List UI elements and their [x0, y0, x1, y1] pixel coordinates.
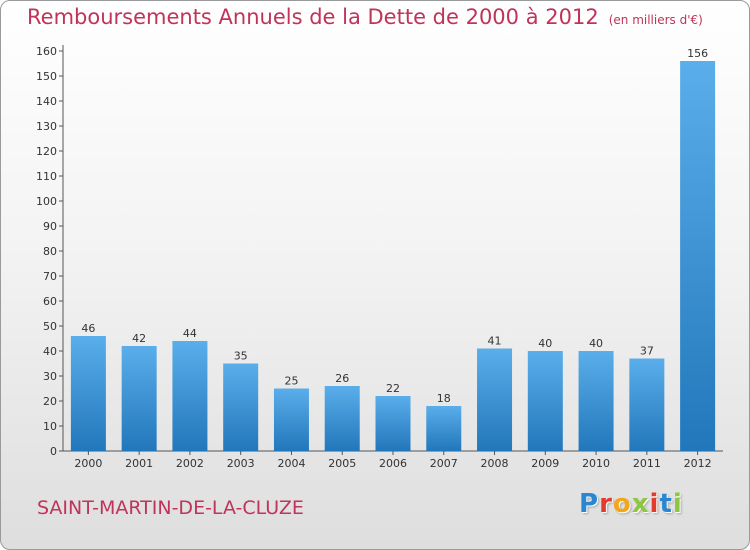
- bar[interactable]: [629, 358, 665, 452]
- x-tick-label: 2001: [125, 457, 153, 470]
- y-tick-label: 130: [36, 120, 57, 133]
- y-tick-label: 10: [43, 420, 57, 433]
- x-tick-label: 2007: [430, 457, 458, 470]
- y-tick-label: 20: [43, 395, 57, 408]
- bar[interactable]: [578, 351, 614, 451]
- y-tick-label: 90: [43, 220, 57, 233]
- x-tick-label: 2009: [531, 457, 559, 470]
- x-tick-label: 2012: [684, 457, 712, 470]
- bar[interactable]: [324, 386, 360, 451]
- logo-letter: x: [631, 489, 650, 519]
- data-label: 37: [640, 345, 654, 358]
- y-tick-label: 0: [50, 445, 57, 458]
- logo-letter: P: [579, 489, 600, 519]
- y-tick-label: 140: [36, 95, 57, 108]
- y-tick-label: 120: [36, 145, 57, 158]
- y-tick-label: 150: [36, 70, 57, 83]
- title-row: Remboursements Annuels de la Dette de 20…: [27, 5, 703, 29]
- bar[interactable]: [121, 346, 157, 451]
- x-tick-label: 2004: [277, 457, 305, 470]
- y-tick-label: 30: [43, 370, 57, 383]
- y-tick-label: 40: [43, 345, 57, 358]
- y-tick-label: 70: [43, 270, 57, 283]
- data-label: 35: [234, 350, 248, 363]
- chart-title: Remboursements Annuels de la Dette de 20…: [27, 5, 599, 29]
- data-label: 18: [437, 392, 451, 405]
- data-label: 40: [589, 337, 603, 350]
- data-label: 44: [183, 327, 197, 340]
- x-tick-label: 2006: [379, 457, 407, 470]
- bars-group: [70, 61, 716, 452]
- axes: 0 10 20 30 40 50 60 70 80 90 100 110 120 130 140 150 160: [36, 45, 723, 458]
- proxiti-logo[interactable]: Proxiti: [579, 489, 683, 519]
- data-label: 25: [284, 375, 298, 388]
- bar[interactable]: [426, 406, 462, 451]
- data-label: 46: [81, 322, 95, 335]
- logo-letter: i: [672, 489, 683, 519]
- bar[interactable]: [172, 341, 208, 451]
- bar[interactable]: [273, 388, 309, 452]
- chart-subtitle: (en milliers d'€): [608, 13, 703, 27]
- bar[interactable]: [375, 396, 411, 451]
- logo-letter: t: [659, 489, 673, 519]
- x-tick-label: 2000: [74, 457, 102, 470]
- x-tick-label: 2005: [328, 457, 356, 470]
- x-tick-label: 2008: [481, 457, 509, 470]
- data-label: 40: [538, 337, 552, 350]
- commune-name: SAINT-MARTIN-DE-LA-CLUZE: [37, 497, 304, 519]
- y-tick-label: 60: [43, 295, 57, 308]
- x-tick-label: 2010: [582, 457, 610, 470]
- x-tick-label: 2003: [227, 457, 255, 470]
- data-label: 22: [386, 382, 400, 395]
- x-tick-label: 2011: [633, 457, 661, 470]
- logo-letter: i: [649, 489, 660, 519]
- y-tick-label: 160: [36, 45, 57, 58]
- bar[interactable]: [477, 348, 513, 452]
- logo-letter: o: [612, 489, 632, 519]
- y-tick-label: 100: [36, 195, 57, 208]
- x-tick-label: 2002: [176, 457, 204, 470]
- bar[interactable]: [527, 351, 563, 451]
- y-tick-label: 110: [36, 170, 57, 183]
- data-label: 42: [132, 332, 146, 345]
- data-label: 156: [687, 47, 708, 60]
- data-label: 26: [335, 372, 349, 385]
- y-tick-label: 80: [43, 245, 57, 258]
- y-tick-label: 50: [43, 320, 57, 333]
- labels-group: 2000 46 2001 42 2002 44 2003 35 2004 25 2005 26 2006…: [74, 47, 711, 470]
- bar[interactable]: [70, 336, 106, 451]
- data-label: 41: [488, 335, 502, 348]
- logo-letter: r: [599, 489, 613, 519]
- bar[interactable]: [680, 61, 716, 451]
- bar[interactable]: [223, 363, 259, 452]
